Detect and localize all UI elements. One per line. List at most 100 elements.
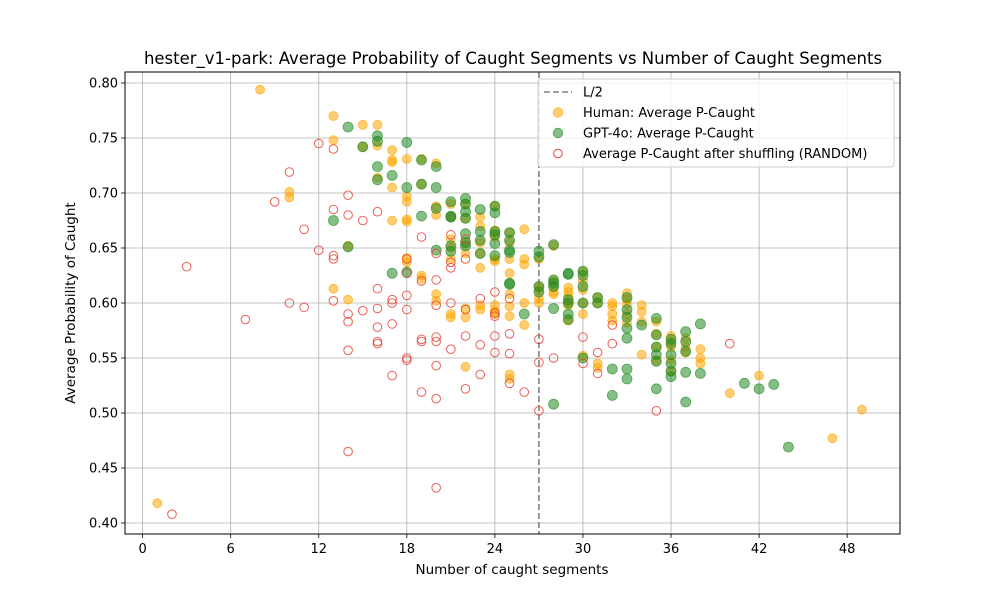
data-point <box>592 297 604 309</box>
legend-marker <box>552 127 564 139</box>
data-point <box>342 241 354 253</box>
data-point <box>401 136 413 148</box>
data-point <box>650 383 662 395</box>
data-point <box>446 344 456 355</box>
y-tick-label: 0.45 <box>89 462 118 477</box>
data-point <box>504 246 515 258</box>
data-point <box>446 230 456 240</box>
data-point <box>343 345 353 356</box>
data-point <box>372 338 383 349</box>
data-point <box>416 276 427 286</box>
data-point <box>284 298 295 308</box>
data-point <box>240 314 251 325</box>
x-axis-label: Number of caught segments <box>415 562 608 578</box>
data-point <box>328 283 339 294</box>
data-point <box>402 304 412 315</box>
data-point <box>548 239 559 251</box>
data-point <box>636 349 647 360</box>
y-tick-label: 0.60 <box>89 297 118 312</box>
data-point <box>621 322 633 334</box>
data-point <box>372 119 383 130</box>
y-tick-label: 0.70 <box>89 187 118 202</box>
data-point <box>255 84 265 95</box>
data-point <box>328 296 339 306</box>
data-point <box>475 293 486 304</box>
data-point <box>416 336 427 347</box>
data-point <box>621 363 633 375</box>
data-point <box>490 347 500 358</box>
data-point <box>401 196 412 207</box>
data-point <box>636 319 648 331</box>
data-point <box>475 304 486 315</box>
data-point <box>650 312 662 324</box>
data-point <box>489 207 501 219</box>
y-tick-label: 0.80 <box>89 77 118 92</box>
data-point <box>357 215 368 226</box>
data-point <box>621 373 633 385</box>
data-point <box>299 224 309 235</box>
data-point <box>372 174 383 186</box>
data-point <box>490 311 500 322</box>
data-point <box>387 157 398 168</box>
data-point <box>489 238 501 250</box>
data-point <box>695 358 706 369</box>
data-point <box>606 363 618 375</box>
data-point <box>402 355 412 366</box>
legend-label: GPT-4o: Average P-Caught <box>583 127 754 142</box>
data-point <box>416 273 427 284</box>
data-point <box>548 303 559 314</box>
data-point <box>460 304 471 315</box>
data-point <box>650 329 662 341</box>
data-point <box>562 297 574 309</box>
x-tick-label: 24 <box>487 542 504 557</box>
x-tick-label: 6 <box>227 542 235 557</box>
data-point <box>152 498 163 509</box>
data-point <box>533 251 545 263</box>
legend-marker <box>552 107 564 118</box>
data-point <box>460 331 471 341</box>
data-point <box>856 404 867 415</box>
data-point <box>328 215 339 226</box>
data-point <box>724 388 735 399</box>
data-point <box>416 210 427 222</box>
data-point <box>402 254 412 264</box>
data-point <box>372 336 383 347</box>
data-point <box>402 268 412 279</box>
data-point <box>578 332 588 342</box>
y-tick-label: 0.65 <box>89 242 118 257</box>
data-point <box>431 336 441 347</box>
data-point <box>519 320 530 330</box>
data-points <box>152 84 867 520</box>
data-point <box>650 355 662 367</box>
data-point <box>534 334 544 345</box>
data-point <box>475 262 486 273</box>
data-point <box>416 232 427 242</box>
data-point <box>431 248 441 259</box>
y-tick-label: 0.55 <box>89 352 118 367</box>
data-point <box>372 322 383 333</box>
data-point <box>519 224 530 235</box>
data-point <box>724 338 735 349</box>
legend: L/2 Human: Average P-Caught GPT-4o: Averag… <box>537 78 895 168</box>
data-point <box>431 275 441 285</box>
data-point <box>372 161 383 173</box>
data-point <box>328 144 339 154</box>
data-point <box>680 396 692 408</box>
series-1 <box>328 121 794 453</box>
data-point <box>621 292 633 303</box>
data-point <box>372 303 383 314</box>
x-tick-label: 18 <box>399 542 416 557</box>
data-point <box>387 370 397 381</box>
legend-label: Human: Average P-Caught <box>583 106 755 121</box>
data-point <box>548 353 559 363</box>
x-axis-ticks: 0 6 12 18 24 30 36 42 48 <box>138 534 855 557</box>
data-point <box>460 240 471 252</box>
data-point <box>387 298 397 308</box>
data-point <box>402 353 412 363</box>
data-point <box>504 268 515 279</box>
data-point <box>490 331 500 341</box>
y-tick-label: 0.75 <box>89 132 118 147</box>
series-2 <box>167 138 735 520</box>
data-point <box>430 202 442 214</box>
data-point <box>328 204 339 215</box>
